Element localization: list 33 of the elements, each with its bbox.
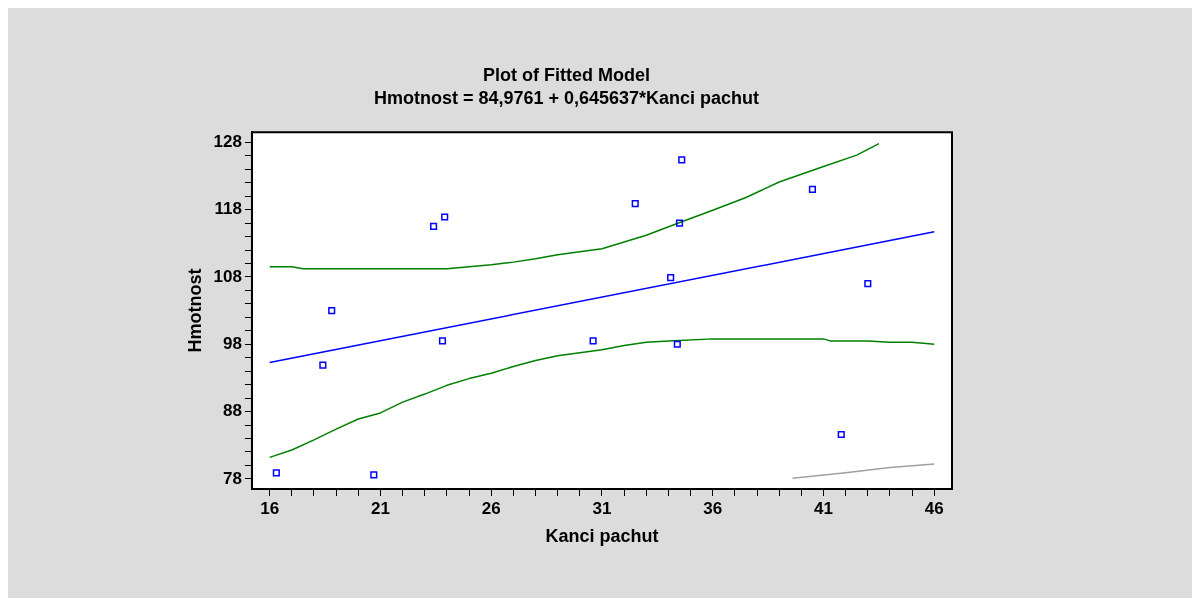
y-tick-label: 118: [214, 199, 242, 219]
point: [675, 219, 684, 227]
point: [864, 280, 872, 288]
y-tick-label: 88: [223, 401, 242, 421]
point: [441, 213, 449, 221]
x-axis-title: Kanci pachut: [545, 526, 659, 547]
point: [678, 156, 686, 164]
point: [837, 430, 845, 439]
point: [589, 337, 597, 345]
x-tick-label: 46: [924, 498, 944, 518]
point: [808, 185, 817, 193]
point: [319, 361, 327, 369]
chart-title: Plot of Fitted Model: [483, 64, 650, 85]
point: [370, 471, 378, 479]
x-tick-label: 41: [814, 498, 833, 518]
x-tick-label: 31: [592, 498, 612, 518]
x-tick-label: 26: [481, 498, 501, 518]
point: [272, 469, 280, 477]
point: [438, 337, 447, 345]
y-tick-label: 108: [213, 266, 242, 286]
point: [328, 307, 336, 315]
y-tick-label: 78: [223, 468, 242, 488]
y-axis-title: Hmotnost: [184, 268, 205, 353]
point: [430, 222, 438, 231]
x-tick-label: 16: [260, 498, 280, 518]
x-tick-label: 21: [370, 498, 390, 518]
y-tick-label: 128: [213, 131, 242, 151]
point: [673, 340, 681, 348]
point: [631, 199, 639, 208]
chart-subtitle: Hmotnost = 84,9761 + 0,645637*Kanci pachut: [373, 88, 760, 109]
y-tick-label: 98: [223, 333, 242, 353]
point: [667, 274, 675, 282]
x-tick-label: 36: [703, 498, 723, 518]
